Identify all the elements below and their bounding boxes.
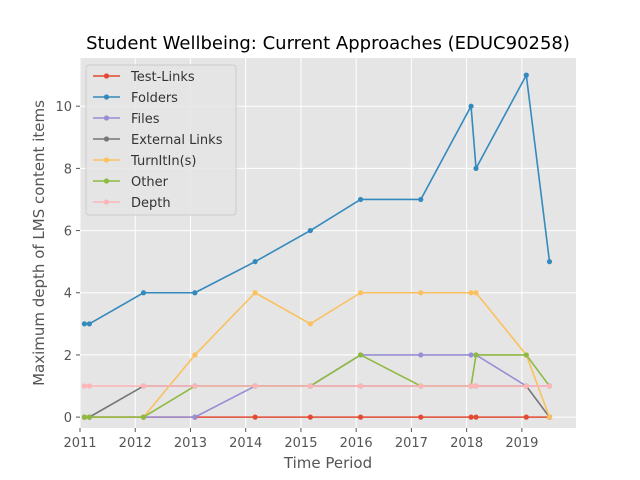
data-point-turnitin-s bbox=[418, 290, 424, 296]
x-tick-label: 2016 bbox=[340, 436, 373, 451]
legend-swatch-marker bbox=[103, 178, 110, 184]
y-axis-label: Maximum depth of LMS content items bbox=[30, 100, 48, 386]
series-line-folders bbox=[84, 74, 551, 325]
data-point-turnitin-s bbox=[546, 414, 553, 420]
data-point-test-links bbox=[468, 414, 474, 420]
data-point-test-links bbox=[307, 414, 313, 420]
series-folders bbox=[81, 72, 553, 327]
data-point-depth bbox=[81, 383, 88, 389]
legend-swatch-marker bbox=[103, 199, 110, 205]
data-point-folders bbox=[140, 290, 147, 296]
data-point-folders bbox=[468, 103, 474, 109]
data-point-other bbox=[81, 414, 88, 420]
data-point-depth bbox=[86, 383, 92, 389]
y-tick-label: 0 bbox=[64, 411, 72, 426]
data-point-depth bbox=[307, 383, 313, 389]
data-point-test-links bbox=[523, 414, 529, 420]
y-tick-label: 6 bbox=[64, 225, 72, 240]
series-depth bbox=[81, 383, 553, 389]
legend-swatch-marker bbox=[103, 94, 110, 100]
data-point-turnitin-s bbox=[307, 321, 313, 327]
data-point-folders bbox=[523, 72, 529, 78]
x-tick-label: 2017 bbox=[395, 436, 428, 451]
data-point-folders bbox=[546, 259, 553, 265]
legend-item-folders: Folders bbox=[93, 91, 178, 106]
data-point-depth bbox=[468, 383, 474, 389]
x-axis-label: Time Period bbox=[283, 454, 372, 472]
y-tick-label: 10 bbox=[55, 100, 72, 115]
data-point-depth bbox=[252, 383, 258, 389]
data-point-turnitin-s bbox=[252, 290, 258, 296]
data-point-folders bbox=[473, 165, 479, 171]
legend-item-files: Files bbox=[93, 112, 160, 127]
y-axis: 0 2 4 6 8 10 bbox=[55, 100, 80, 426]
data-point-folders bbox=[86, 321, 92, 327]
data-point-test-links bbox=[252, 414, 258, 420]
data-point-folders bbox=[192, 290, 198, 296]
legend-item-depth: Depth bbox=[93, 196, 171, 211]
data-point-test-links bbox=[473, 414, 479, 420]
data-point-depth bbox=[546, 383, 553, 389]
data-point-turnitin-s bbox=[468, 290, 474, 296]
x-tick-label: 2011 bbox=[63, 436, 96, 451]
data-point-test-links bbox=[357, 414, 364, 420]
x-tick-label: 2015 bbox=[284, 436, 317, 451]
legend-label: TurnItIn(s) bbox=[130, 154, 196, 169]
legend-swatch-marker bbox=[103, 115, 110, 121]
data-point-folders bbox=[252, 259, 258, 265]
data-point-folders bbox=[81, 321, 88, 327]
x-tick-label: 2013 bbox=[174, 436, 207, 451]
x-tick-label: 2014 bbox=[229, 436, 262, 451]
data-point-other bbox=[473, 352, 479, 358]
data-point-depth bbox=[357, 383, 364, 389]
legend-swatch-marker bbox=[103, 73, 110, 79]
data-point-depth bbox=[473, 383, 479, 389]
data-point-files bbox=[192, 414, 198, 420]
legend-item-external-links: External Links bbox=[93, 133, 223, 148]
chart-title: Student Wellbeing: Current Approaches (E… bbox=[86, 33, 570, 54]
legend-label: Files bbox=[131, 112, 160, 127]
data-point-other bbox=[86, 414, 92, 420]
data-point-files bbox=[468, 352, 474, 358]
legend-label: External Links bbox=[131, 133, 223, 148]
legend-label: Folders bbox=[131, 91, 178, 106]
legend-label: Depth bbox=[131, 196, 171, 211]
data-point-depth bbox=[418, 383, 424, 389]
data-point-depth bbox=[140, 383, 147, 389]
legend-swatch-marker bbox=[103, 157, 110, 163]
data-point-other bbox=[140, 414, 147, 420]
legend-label: Other bbox=[131, 175, 169, 190]
x-tick-label: 2019 bbox=[505, 436, 538, 451]
x-tick-label: 2012 bbox=[119, 436, 152, 451]
x-axis: 2011 2012 2013 2014 2015 2016 2017 2018 2019 bbox=[63, 428, 538, 451]
data-point-turnitin-s bbox=[192, 352, 198, 358]
data-point-turnitin-s bbox=[473, 290, 479, 296]
data-point-folders bbox=[307, 227, 313, 234]
data-point-other bbox=[523, 352, 529, 358]
legend-box bbox=[85, 64, 237, 216]
x-tick-label: 2018 bbox=[450, 436, 483, 451]
data-point-other bbox=[357, 352, 364, 358]
data-point-files bbox=[418, 352, 424, 358]
legend: Test-Links Folders Files External Links Turn… bbox=[85, 64, 237, 216]
legend-item-other: Other bbox=[93, 175, 169, 190]
y-tick-label: 8 bbox=[64, 162, 72, 177]
y-tick-label: 4 bbox=[64, 287, 72, 302]
data-point-folders bbox=[357, 196, 364, 203]
data-point-folders bbox=[418, 196, 424, 203]
legend-item-test-links: Test-Links bbox=[93, 70, 195, 85]
legend-item-turnitin-s: TurnItIn(s) bbox=[93, 154, 196, 169]
data-point-test-links bbox=[418, 414, 424, 420]
data-point-depth bbox=[523, 383, 529, 389]
data-point-depth bbox=[192, 383, 198, 389]
y-tick-label: 2 bbox=[64, 349, 72, 364]
data-point-turnitin-s bbox=[357, 290, 364, 296]
series-layer bbox=[81, 72, 553, 420]
legend-swatch-marker bbox=[103, 136, 110, 142]
legend-label: Test-Links bbox=[130, 70, 195, 85]
series-line-other bbox=[84, 354, 551, 418]
